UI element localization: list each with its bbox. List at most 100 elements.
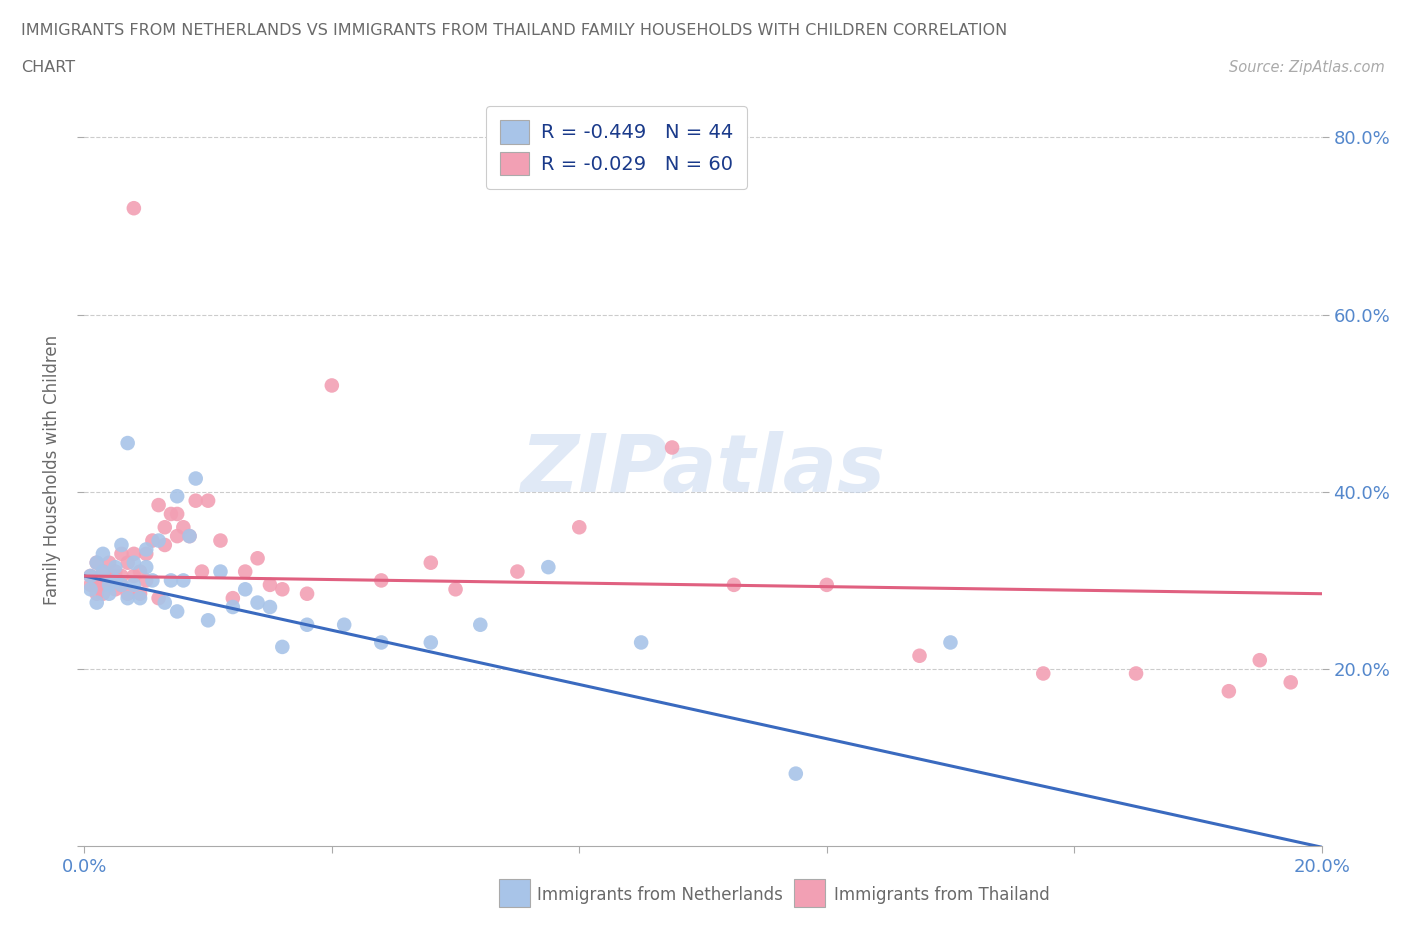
Point [86,578,108,592]
Point [122,578,145,592]
Point [86,595,108,610]
Point [191,565,214,579]
Point [166,528,188,543]
Point [117,586,139,601]
Point [166,489,188,504]
Point [184,493,207,508]
Point [209,565,232,579]
Point [1279,675,1302,690]
Point [141,573,163,588]
Point [246,551,269,565]
Point [506,565,529,579]
Point [86,555,108,570]
Point [222,591,245,605]
Point [246,595,269,610]
Point [91,547,114,562]
Point [79,568,101,583]
Point [135,573,157,588]
Point [233,565,256,579]
Point [98,578,121,592]
Point [321,378,343,392]
Point [91,578,114,592]
Point [295,618,318,632]
Point [271,582,294,597]
Point [184,472,207,486]
Point [179,528,201,543]
Point [117,435,139,450]
Text: Immigrants from Thailand: Immigrants from Thailand [834,885,1049,904]
Point [117,555,139,570]
Point [122,555,145,570]
Point [104,568,127,583]
Point [135,547,157,562]
Point [233,582,256,597]
Y-axis label: Family Households with Children: Family Households with Children [44,335,62,604]
Point [135,542,157,557]
Point [110,547,132,562]
Point [419,635,441,650]
Point [117,591,139,605]
Point [908,648,931,663]
Point [172,520,194,535]
Point [197,493,219,508]
Point [259,578,281,592]
Point [785,766,807,781]
Point [630,635,652,650]
Point [79,578,101,592]
Point [172,573,194,588]
Point [104,560,127,575]
Point [815,578,838,592]
Text: Immigrants from Netherlands: Immigrants from Netherlands [537,885,783,904]
Point [86,586,108,601]
Point [122,201,145,216]
Point [79,582,101,597]
Point [110,568,132,583]
Point [166,507,188,522]
Point [91,565,114,579]
Text: ZIPatlas: ZIPatlas [520,431,886,509]
Point [91,586,114,601]
Point [110,538,132,552]
Point [148,591,170,605]
Text: IMMIGRANTS FROM NETHERLANDS VS IMMIGRANTS FROM THAILAND FAMILY HOUSEHOLDS WITH C: IMMIGRANTS FROM NETHERLANDS VS IMMIGRANT… [21,23,1007,38]
Point [179,528,201,543]
Point [160,573,183,588]
Point [160,507,183,522]
Point [104,565,127,579]
Point [661,440,683,455]
Point [86,555,108,570]
Point [723,578,745,592]
Point [537,560,560,575]
Point [295,586,318,601]
Point [419,555,441,570]
Point [122,547,145,562]
Text: Source: ZipAtlas.com: Source: ZipAtlas.com [1229,60,1385,75]
Point [1249,653,1271,668]
Point [91,565,114,579]
Point [153,520,176,535]
Point [110,578,132,592]
Point [470,618,492,632]
Point [153,595,176,610]
Point [209,533,232,548]
Point [197,613,219,628]
Point [939,635,962,650]
Point [222,600,245,615]
Point [1218,684,1240,698]
Point [333,618,356,632]
Point [259,600,281,615]
Point [129,591,152,605]
Text: CHART: CHART [21,60,75,75]
Point [141,533,163,548]
Point [98,573,121,588]
Point [122,568,145,583]
Point [104,573,127,588]
Point [271,640,294,655]
Point [166,604,188,618]
Point [129,586,152,601]
Point [370,635,392,650]
Point [110,578,132,592]
Point [568,520,591,535]
Point [129,565,152,579]
Point [98,555,121,570]
